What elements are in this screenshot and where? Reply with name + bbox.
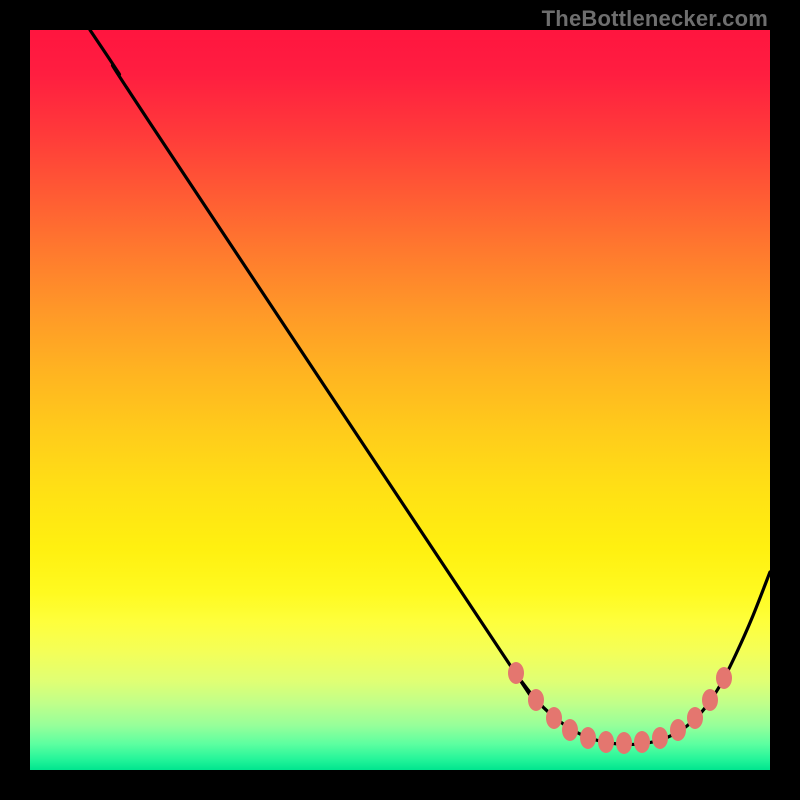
curve-marker — [702, 689, 718, 711]
curve-marker — [562, 719, 578, 741]
curve-marker — [716, 667, 732, 689]
curve-marker — [546, 707, 562, 729]
plot-area — [30, 30, 770, 770]
curve-marker — [508, 662, 524, 684]
bottleneck-curve — [90, 30, 770, 745]
curve-marker — [598, 731, 614, 753]
curve-marker — [634, 731, 650, 753]
curve-marker — [687, 707, 703, 729]
curve-layer — [30, 30, 770, 770]
curve-marker — [670, 719, 686, 741]
watermark-text: TheBottlenecker.com — [542, 6, 768, 32]
curve-marker — [528, 689, 544, 711]
curve-marker — [616, 732, 632, 754]
curve-marker — [652, 727, 668, 749]
curve-marker — [580, 727, 596, 749]
